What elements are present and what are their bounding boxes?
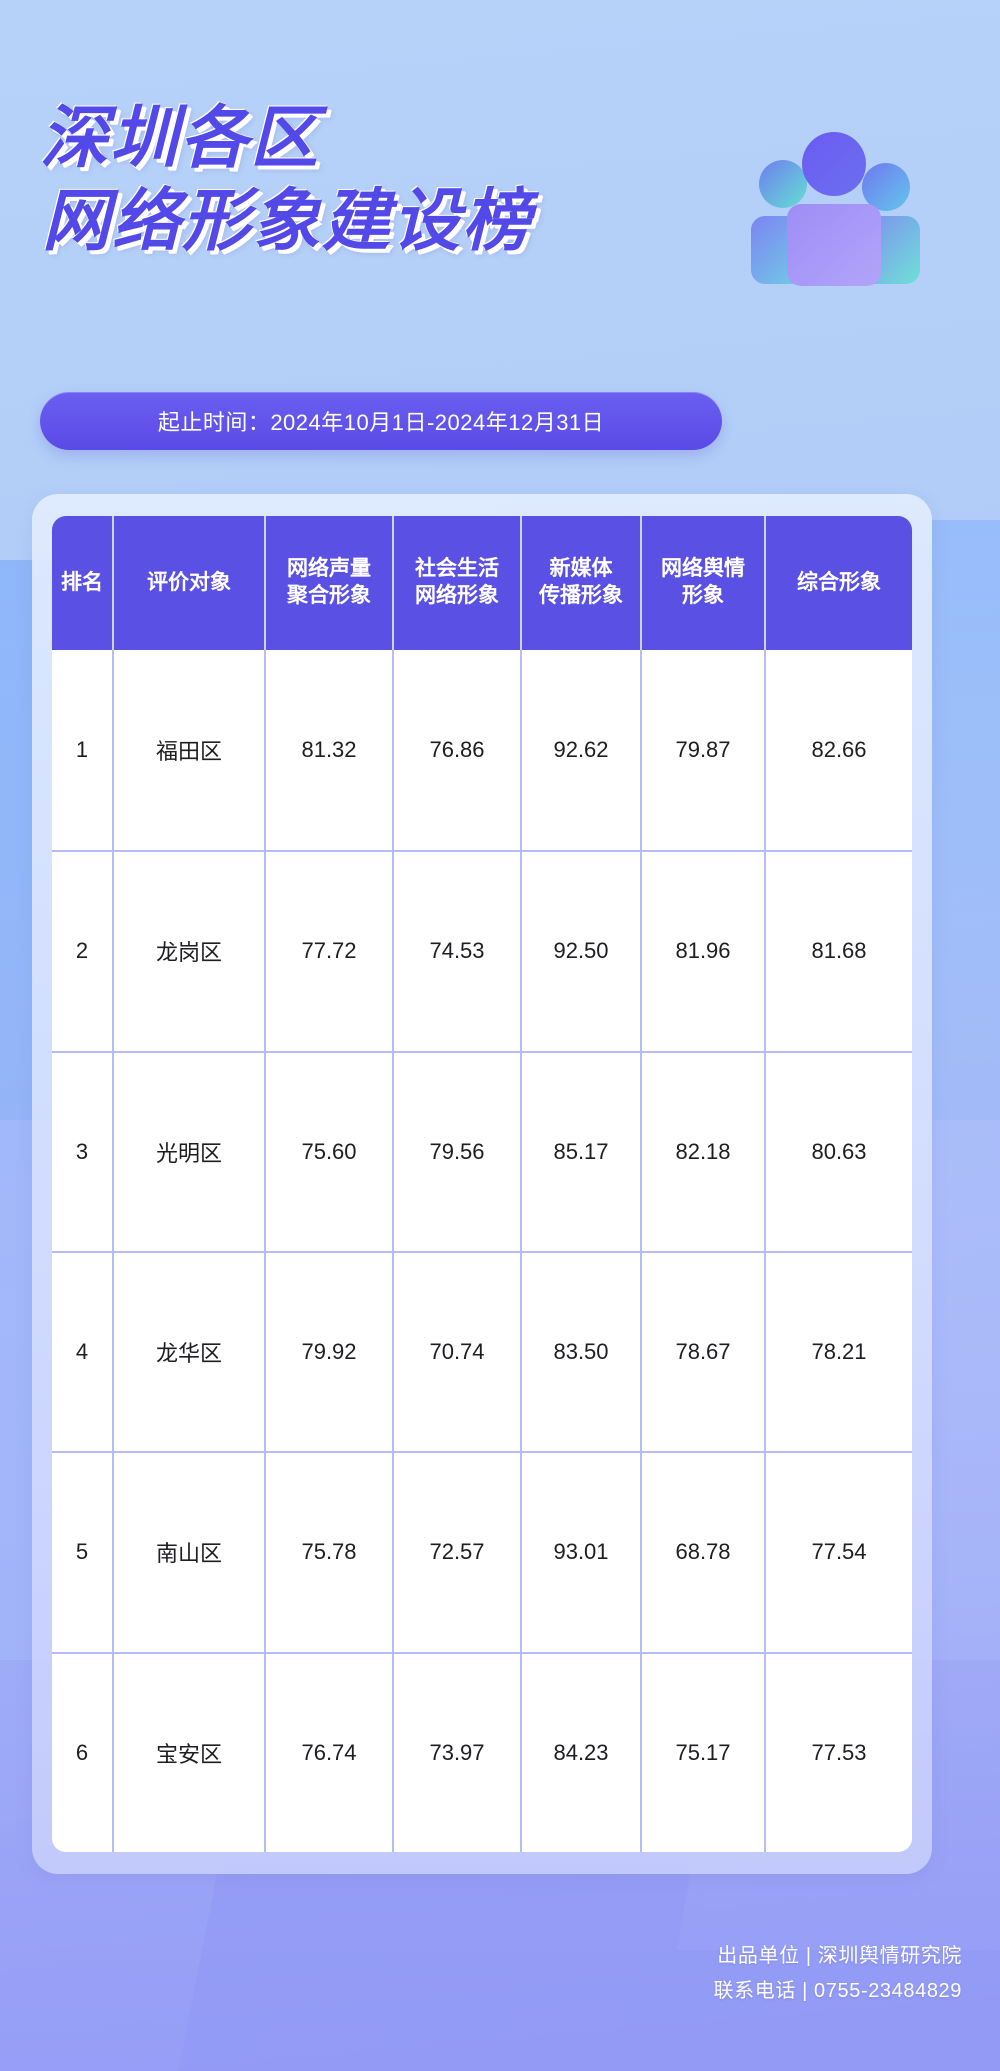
column-header-overall: 综合形象 [766, 516, 912, 650]
cell-public-opinion: 82.18 [642, 1050, 766, 1251]
cell-overall: 80.63 [766, 1050, 912, 1251]
date-range-banner: 起止时间：2024年10月1日-2024年12月31日 [40, 392, 722, 450]
cell-voice-aggregate: 75.60 [266, 1050, 394, 1251]
cell-rank: 4 [52, 1250, 114, 1452]
cell-social-life: 73.97 [394, 1651, 522, 1852]
table-row: 1 福田区 81.32 76.86 92.62 79.87 82.66 [52, 650, 912, 851]
cell-voice-aggregate: 79.92 [266, 1250, 394, 1452]
footer: 出品单位 | 深圳舆情研究院 联系电话 | 0755-23484829 [714, 1939, 962, 2009]
column-header-new-media: 新媒体 传播形象 [522, 516, 642, 650]
person-center-head [802, 132, 866, 196]
cell-object: 龙华区 [114, 1250, 266, 1452]
cell-new-media: 92.62 [522, 650, 642, 851]
cell-public-opinion: 79.87 [642, 650, 766, 851]
cell-social-life: 76.86 [394, 650, 522, 851]
cell-object: 龙岗区 [114, 850, 266, 1051]
ranking-table-panel: 排名 评价对象 网络声量 聚合形象 社会生活 网络形象 新媒体 传播形象 [32, 494, 932, 1874]
footer-contact-phone: 联系电话 | 0755-23484829 [713, 1980, 962, 2002]
person-right-head [862, 163, 910, 211]
cell-rank: 1 [52, 650, 114, 851]
date-range-text: 起止时间：2024年10月1日-2024年12月31日 [157, 410, 605, 435]
column-header-social-life: 社会生活 网络形象 [394, 516, 522, 650]
cell-voice-aggregate: 77.72 [266, 850, 394, 1051]
cell-social-life: 79.56 [394, 1050, 522, 1251]
column-header-public-opinion: 网络舆情 形象 [642, 516, 766, 650]
page-title-line-1: 深圳各区 [40, 99, 321, 178]
cell-rank: 5 [52, 1451, 114, 1652]
cell-public-opinion: 81.96 [642, 850, 766, 1051]
cell-object: 宝安区 [114, 1651, 266, 1852]
hero-section: 深圳各区 网络形象建设榜 [0, 0, 1000, 380]
table-row: 3 光明区 75.60 79.56 85.17 82.18 80.63 [52, 1050, 912, 1251]
cell-voice-aggregate: 81.32 [266, 650, 394, 851]
cell-social-life: 70.74 [394, 1250, 522, 1452]
cell-overall: 82.66 [766, 650, 912, 851]
ranking-table: 排名 评价对象 网络声量 聚合形象 社会生活 网络形象 新媒体 传播形象 [52, 516, 912, 1852]
people-group-illustration [730, 106, 938, 286]
table-row: 2 龙岗区 77.72 74.53 92.50 81.96 81.68 [52, 850, 912, 1051]
table-header: 排名 评价对象 网络声量 聚合形象 社会生活 网络形象 新媒体 传播形象 [52, 516, 912, 650]
footer-publisher: 出品单位 | 深圳舆情研究院 [717, 1945, 962, 1967]
cell-overall: 77.54 [766, 1451, 912, 1652]
cell-public-opinion: 68.78 [642, 1451, 766, 1652]
cell-new-media: 85.17 [522, 1050, 642, 1251]
table-row: 6 宝安区 76.74 73.97 84.23 75.17 77.53 [52, 1651, 912, 1852]
cell-new-media: 93.01 [522, 1451, 642, 1652]
cell-new-media: 83.50 [522, 1250, 642, 1452]
table-row: 4 龙华区 79.92 70.74 83.50 78.67 78.21 [52, 1250, 912, 1452]
column-header-rank: 排名 [52, 516, 114, 650]
table-body: 1 福田区 81.32 76.86 92.62 79.87 82.66 2 龙岗… [52, 650, 912, 1852]
table-row: 5 南山区 75.78 72.57 93.01 68.78 77.54 [52, 1451, 912, 1652]
cell-new-media: 92.50 [522, 850, 642, 1051]
cell-voice-aggregate: 75.78 [266, 1451, 394, 1652]
cell-object: 南山区 [114, 1451, 266, 1652]
cell-rank: 2 [52, 850, 114, 1051]
person-left-head [759, 160, 807, 208]
page-title-line-2: 网络形象建设榜 [42, 181, 533, 261]
page-title: 深圳各区 网络形象建设榜 [40, 98, 532, 264]
cell-public-opinion: 75.17 [642, 1651, 766, 1852]
cell-overall: 77.53 [766, 1651, 912, 1852]
table-header-row: 排名 评价对象 网络声量 聚合形象 社会生活 网络形象 新媒体 传播形象 [52, 516, 912, 650]
cell-object: 光明区 [114, 1050, 266, 1251]
cell-rank: 3 [52, 1050, 114, 1251]
cell-overall: 78.21 [766, 1250, 912, 1452]
cell-social-life: 74.53 [394, 850, 522, 1051]
cell-voice-aggregate: 76.74 [266, 1651, 394, 1852]
column-header-object: 评价对象 [114, 516, 266, 650]
cell-rank: 6 [52, 1651, 114, 1852]
cell-public-opinion: 78.67 [642, 1250, 766, 1452]
cell-overall: 81.68 [766, 850, 912, 1051]
cell-object: 福田区 [114, 650, 266, 851]
cell-social-life: 72.57 [394, 1451, 522, 1652]
person-center-body [787, 204, 881, 286]
cell-new-media: 84.23 [522, 1651, 642, 1852]
column-header-voice-aggregate: 网络声量 聚合形象 [266, 516, 394, 650]
